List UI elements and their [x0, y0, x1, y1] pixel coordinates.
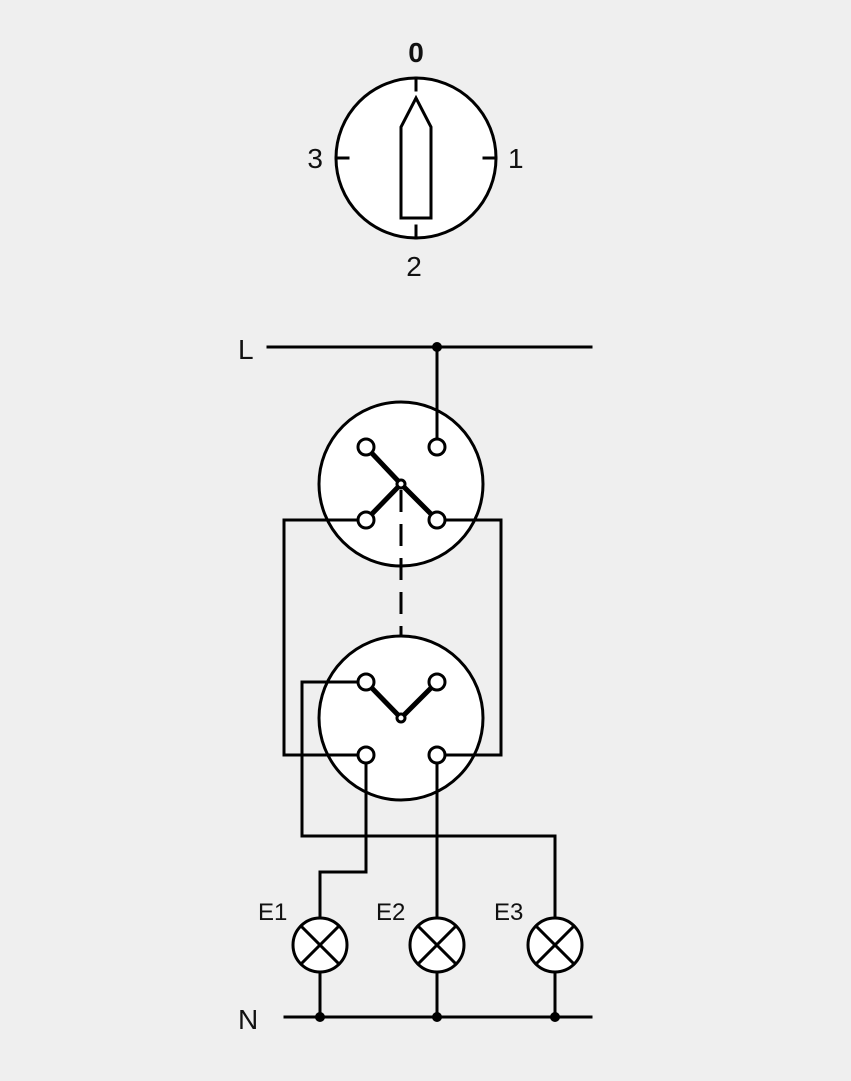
- neutral-rail-label: N: [238, 1004, 258, 1035]
- dial-label-1: 1: [508, 143, 524, 174]
- lower-terminal-bottom-left: [356, 745, 376, 765]
- dial-face: [334, 76, 498, 240]
- dial-pointer-icon: [399, 94, 433, 220]
- e1-feed-wire: [318, 753, 368, 920]
- neutral-junction-e1: [315, 1012, 325, 1022]
- lamp-e1: E1: [258, 899, 349, 1019]
- neutral-junction-e3: [550, 1012, 560, 1022]
- rotary-dial: 0 1 2 3: [307, 37, 523, 282]
- lamp-e2: E2: [376, 899, 466, 1019]
- lower-terminal-bottom-right: [427, 745, 447, 765]
- lower-terminal-top-right: [427, 672, 447, 692]
- lamp-e3: E3: [494, 899, 584, 1019]
- upper-pivot: [395, 478, 407, 490]
- dial-label-3: 3: [307, 143, 323, 174]
- upper-switch-deck: [317, 400, 485, 568]
- lamp-e3-label: E3: [494, 899, 523, 926]
- upper-terminal-bottom-right: [427, 510, 447, 530]
- lower-pivot: [395, 712, 407, 724]
- upper-terminal-top-right: [427, 437, 447, 457]
- upper-terminal-top-left: [356, 437, 376, 457]
- dial-label-2: 2: [406, 251, 422, 282]
- lower-switch-deck: [317, 634, 485, 802]
- line-rail-label: L: [238, 334, 254, 365]
- lamp-e1-cross-b: [298, 923, 342, 967]
- lamp-e3-cross-b: [533, 923, 577, 967]
- lower-terminal-top-left: [356, 672, 376, 692]
- lamp-e2-label: E2: [376, 899, 405, 926]
- upper-terminal-bottom-left: [356, 510, 376, 530]
- neutral-rail: N: [238, 1004, 593, 1035]
- dial-label-0: 0: [408, 37, 424, 68]
- lamp-e2-cross-b: [415, 923, 459, 967]
- neutral-junction-e2: [432, 1012, 442, 1022]
- lamp-e1-label: E1: [258, 899, 287, 926]
